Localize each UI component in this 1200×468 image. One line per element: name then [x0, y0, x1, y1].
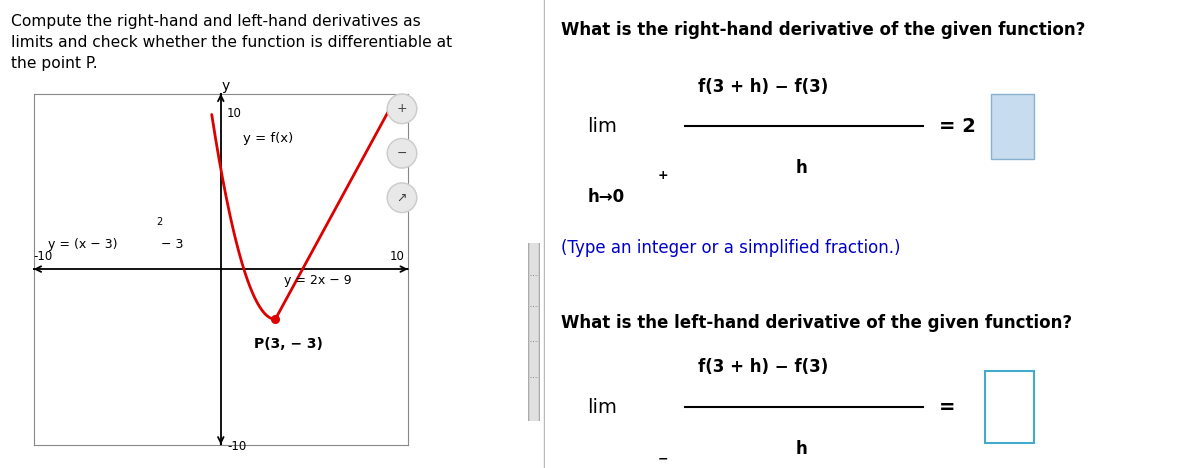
- FancyBboxPatch shape: [529, 226, 540, 439]
- Text: P(3, − 3): P(3, − 3): [253, 337, 323, 351]
- Text: y: y: [221, 79, 229, 93]
- FancyBboxPatch shape: [985, 371, 1034, 443]
- Text: y = (x − 3): y = (x − 3): [48, 238, 118, 251]
- Text: h→0: h→0: [588, 188, 625, 205]
- Circle shape: [388, 183, 416, 212]
- Text: -10: -10: [227, 439, 246, 453]
- Text: =: =: [940, 398, 956, 417]
- Text: -10: -10: [34, 250, 53, 263]
- Circle shape: [388, 139, 416, 168]
- Text: (Type an integer or a simplified fraction.): (Type an integer or a simplified fractio…: [562, 239, 901, 257]
- Text: y = f(x): y = f(x): [242, 132, 293, 145]
- Text: lim: lim: [588, 398, 617, 417]
- Text: f(3 + h) − f(3): f(3 + h) − f(3): [698, 78, 828, 95]
- Text: −: −: [658, 452, 667, 465]
- Text: +: +: [658, 169, 668, 182]
- Text: What is the right-hand derivative of the given function?: What is the right-hand derivative of the…: [562, 21, 1086, 39]
- Text: y = 2x − 9: y = 2x − 9: [284, 274, 352, 287]
- Text: ↗: ↗: [397, 191, 407, 204]
- Text: f(3 + h) − f(3): f(3 + h) − f(3): [698, 358, 828, 376]
- Text: 2: 2: [156, 217, 162, 227]
- Text: 10: 10: [227, 107, 242, 120]
- Text: h: h: [796, 440, 808, 458]
- Circle shape: [388, 94, 416, 124]
- Text: h: h: [796, 160, 808, 177]
- Text: −: −: [397, 147, 407, 160]
- Text: 10: 10: [390, 250, 404, 263]
- Text: What is the left-hand derivative of the given function?: What is the left-hand derivative of the …: [562, 314, 1073, 331]
- Text: = 2: = 2: [940, 117, 977, 136]
- Text: lim: lim: [588, 117, 617, 136]
- Text: +: +: [397, 102, 407, 115]
- Text: − 3: − 3: [161, 238, 184, 251]
- Text: Compute the right-hand and left-hand derivatives as
limits and check whether the: Compute the right-hand and left-hand der…: [11, 14, 452, 71]
- FancyBboxPatch shape: [991, 94, 1034, 159]
